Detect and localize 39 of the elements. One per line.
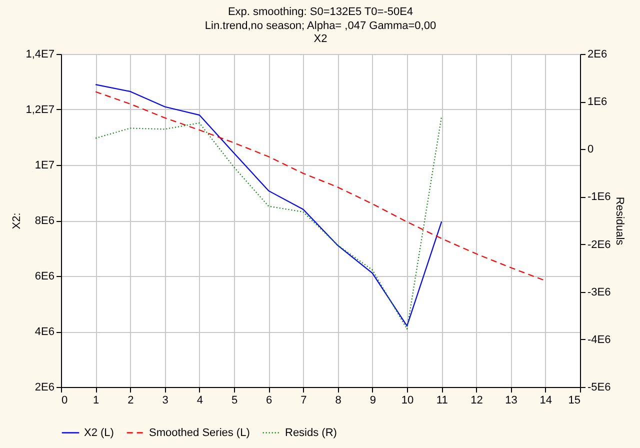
y2-tick-label: -1E6 [588,191,611,204]
legend-label: Resids (R) [285,426,337,439]
y-tick-label: 8E6 [34,215,54,227]
y2-tick-label: 1E6 [588,96,608,108]
y-axis-title: X2: [10,212,23,230]
x-tick-label: 1 [93,394,100,406]
y2-tick-label: -5E6 [588,382,611,394]
x-tick-label: 6 [266,394,272,406]
chart-subtitle: Lin.trend,no season; Alpha= ,047 Gamma=0,00 X2 [204,20,436,45]
x-tick-label: 4 [196,394,203,406]
y-tick-label: 2E6 [34,382,54,394]
y-tick-label: 4E6 [34,326,54,338]
y-tick-label: 1,4E7 [26,48,54,60]
y-tick-label: 1,2E7 [26,104,54,116]
y2-tick-label: 2E6 [588,48,608,60]
y2-axis-title: Residuals [614,196,626,246]
x-tick-label: 14 [540,394,552,406]
y2-tick-label: 0 [588,144,594,156]
x-tick-label: 11 [436,394,448,406]
x-tick-label: 15 [568,394,580,406]
y2-tick-label: -3E6 [588,286,611,298]
x-tick-label: 12 [470,394,483,406]
y-tick-label: 6E6 [34,270,54,282]
legend-label: X2 (L) [84,426,114,439]
y-tick-label: 1E7 [34,160,54,172]
x-tick-label: 7 [300,394,307,406]
chart-title: Exp. smoothing: S0=132E5 T0=-50E4 [228,6,414,18]
y2-tick-label: -2E6 [588,238,611,251]
x-tick-label: 10 [401,394,414,406]
x-tick-label: 0 [62,394,68,406]
x-tick-label: 8 [335,394,342,406]
x-tick-label: 2 [128,394,134,406]
y2-tick-label: -4E6 [588,334,611,346]
x-tick-label: 9 [370,394,376,406]
legend-label: Smoothed Series (L) [149,426,250,439]
x-tick-label: 13 [505,394,518,406]
line-series [95,91,546,282]
x-tick-label: 3 [162,394,168,406]
x-tick-label: 5 [231,394,238,406]
